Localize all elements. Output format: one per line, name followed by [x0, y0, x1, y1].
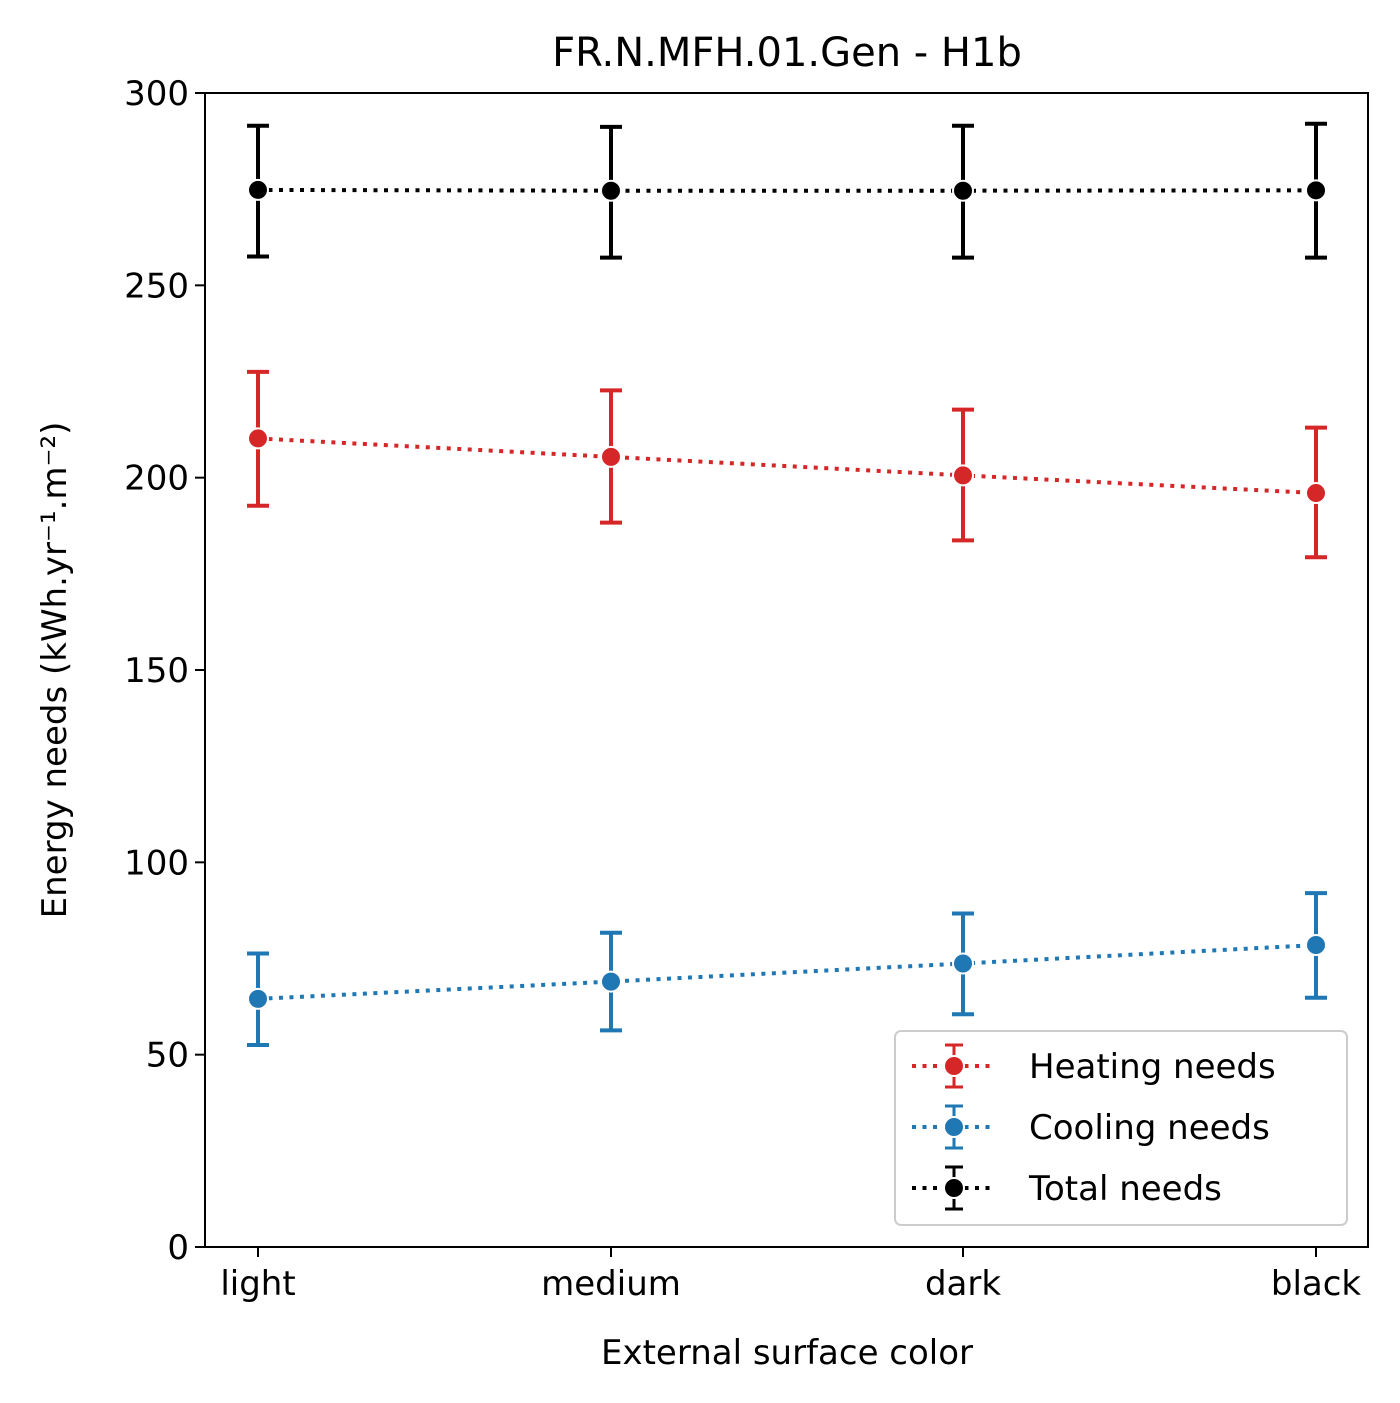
legend-item-cooling-needs: Cooling needs	[912, 1104, 1270, 1150]
legend-box	[894, 1030, 1348, 1226]
data-point	[952, 464, 974, 487]
y-tick-label: 50	[146, 1036, 189, 1076]
y-tick-label: 300	[124, 74, 189, 114]
series-line-heating-needs	[257, 436, 1317, 496]
series-line-total-needs	[257, 187, 1317, 193]
x-tick-label-medium: medium	[541, 1264, 681, 1304]
data-point	[952, 179, 974, 202]
data-point	[1305, 482, 1327, 505]
data-point	[952, 952, 974, 975]
y-axis-title: Energy needs (kWh.yr⁻¹.m⁻²)	[35, 422, 75, 919]
y-tick-label: 150	[124, 651, 189, 691]
x-tick-label-light: light	[220, 1264, 295, 1304]
y-tick-label: 200	[124, 459, 189, 499]
data-point	[600, 970, 622, 993]
series-heating-needs	[247, 369, 1327, 560]
series-line-cooling-needs	[257, 943, 1317, 1001]
legend-marker	[943, 1177, 965, 1199]
data-point	[1305, 179, 1327, 202]
data-point	[247, 427, 269, 450]
legend-marker	[943, 1055, 965, 1077]
data-point	[247, 178, 269, 201]
data-point	[1305, 934, 1327, 957]
legend-item-heating-needs: Heating needs	[912, 1043, 1276, 1089]
axes: 0 50 100 150 200 250 300 light medium dark black	[124, 74, 1361, 1304]
chart-title: FR.N.MFH.01.Gen - H1b	[552, 30, 1022, 76]
legend-items: Heating needs Cooling needs Total needs	[912, 1043, 1276, 1211]
legend: Heating needs Cooling needs Total needs	[894, 1030, 1348, 1226]
y-tick-label: 100	[124, 843, 189, 883]
x-tick-label-dark: dark	[925, 1264, 1001, 1304]
plot-area	[247, 121, 1327, 1048]
data-point	[600, 179, 622, 202]
legend-label: Cooling needs	[1029, 1108, 1270, 1148]
x-tick-label-black: black	[1271, 1264, 1362, 1304]
x-axis-title: External surface color	[601, 1333, 973, 1373]
legend-item-total-needs: Total needs	[912, 1165, 1222, 1211]
legend-label: Heating needs	[1029, 1047, 1276, 1087]
series-total-needs	[247, 121, 1327, 260]
legend-label: Total needs	[1028, 1169, 1222, 1209]
data-point	[600, 445, 622, 468]
data-point	[247, 987, 269, 1010]
legend-marker	[943, 1116, 965, 1138]
y-tick-label: 250	[124, 266, 189, 306]
y-tick-label: 0	[167, 1228, 189, 1268]
series-cooling-needs	[247, 891, 1327, 1048]
